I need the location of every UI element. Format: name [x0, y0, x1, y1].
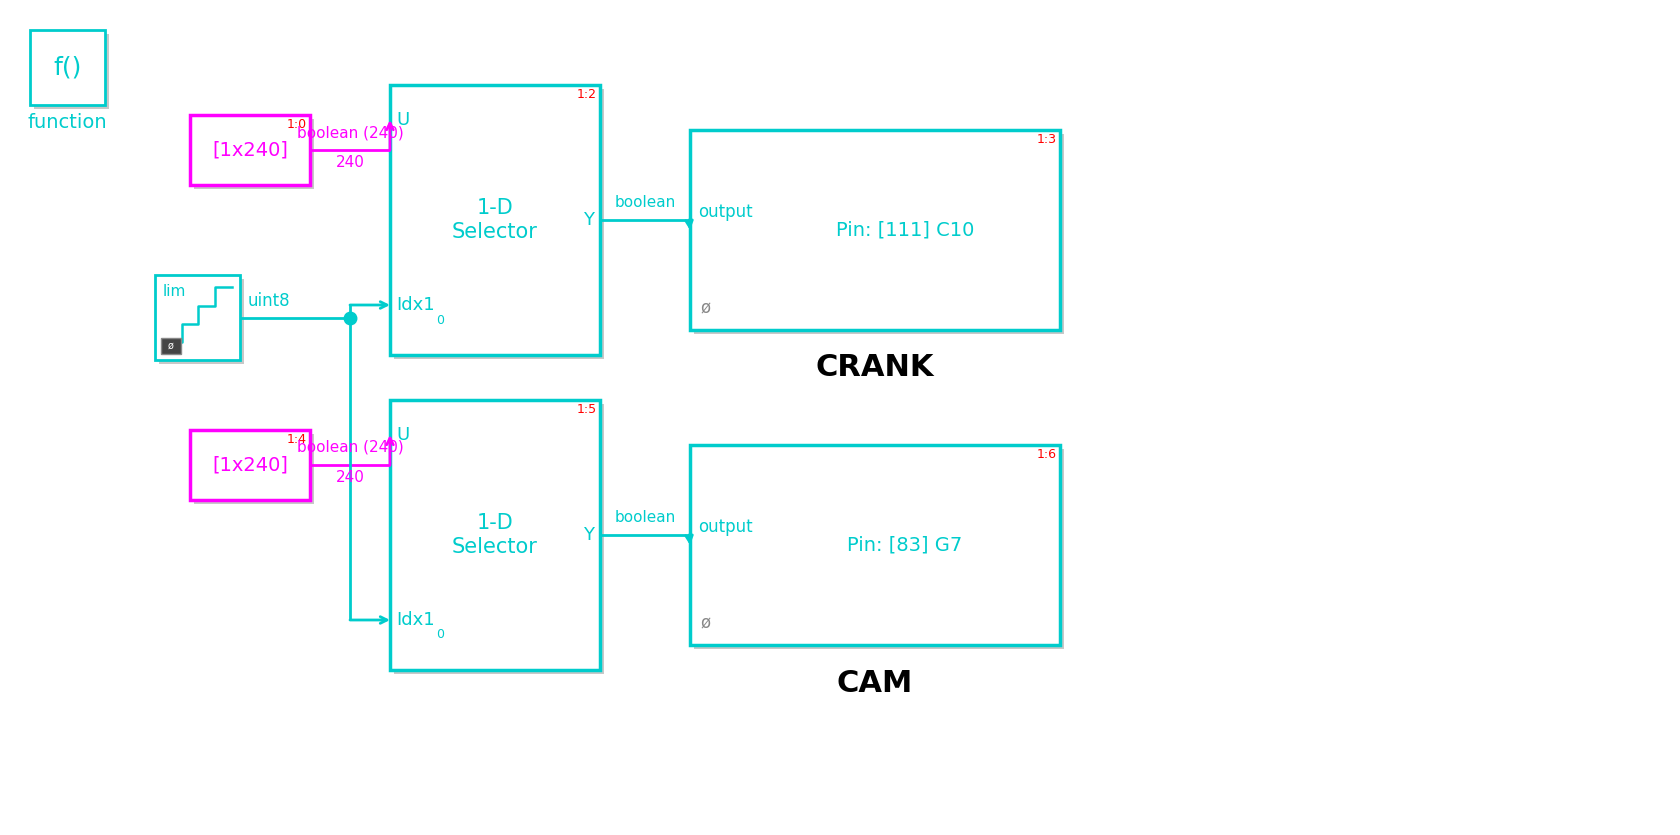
Text: 1:4: 1:4	[287, 433, 307, 446]
Text: ø: ø	[699, 614, 709, 632]
Text: U: U	[396, 111, 408, 129]
Text: boolean: boolean	[613, 510, 675, 525]
FancyBboxPatch shape	[694, 134, 1063, 334]
FancyBboxPatch shape	[193, 119, 314, 189]
Text: Y: Y	[583, 526, 593, 544]
Text: Idx1: Idx1	[396, 611, 435, 629]
FancyBboxPatch shape	[689, 130, 1060, 330]
FancyBboxPatch shape	[161, 338, 181, 354]
Text: boolean (240): boolean (240)	[296, 440, 403, 455]
Text: 1:6: 1:6	[1037, 448, 1057, 461]
Text: output: output	[697, 518, 753, 536]
Text: CRANK: CRANK	[815, 353, 934, 382]
FancyBboxPatch shape	[390, 400, 600, 670]
Text: boolean: boolean	[613, 195, 675, 210]
Text: Selector: Selector	[452, 222, 538, 242]
Text: U: U	[396, 426, 408, 444]
Text: boolean (240): boolean (240)	[296, 125, 403, 140]
FancyBboxPatch shape	[30, 30, 104, 105]
Text: 0: 0	[435, 313, 444, 326]
Text: 240: 240	[336, 470, 365, 485]
Text: 1-D: 1-D	[477, 198, 512, 218]
Text: 1:0: 1:0	[287, 118, 307, 131]
Text: function: function	[27, 114, 108, 133]
Text: lim: lim	[163, 284, 186, 298]
FancyBboxPatch shape	[689, 445, 1060, 645]
Text: 0: 0	[435, 629, 444, 641]
Text: [1x240]: [1x240]	[212, 140, 287, 159]
Text: Selector: Selector	[452, 537, 538, 557]
Text: Y: Y	[583, 211, 593, 229]
Text: Pin: [83] G7: Pin: [83] G7	[847, 535, 963, 554]
Text: ø: ø	[168, 341, 173, 351]
FancyBboxPatch shape	[694, 449, 1063, 649]
FancyBboxPatch shape	[390, 85, 600, 355]
Text: 1:5: 1:5	[576, 403, 596, 416]
Text: uint8: uint8	[249, 291, 291, 310]
Text: ø: ø	[699, 299, 709, 317]
FancyBboxPatch shape	[34, 34, 109, 109]
FancyBboxPatch shape	[155, 275, 240, 360]
Text: 240: 240	[336, 155, 365, 170]
Text: [1x240]: [1x240]	[212, 456, 287, 474]
FancyBboxPatch shape	[190, 430, 309, 500]
Text: 1:2: 1:2	[576, 88, 596, 101]
FancyBboxPatch shape	[393, 404, 603, 674]
FancyBboxPatch shape	[160, 279, 244, 364]
FancyBboxPatch shape	[193, 434, 314, 504]
Text: Idx1: Idx1	[396, 296, 435, 314]
FancyBboxPatch shape	[393, 89, 603, 359]
Text: 1-D: 1-D	[477, 513, 512, 533]
FancyBboxPatch shape	[190, 115, 309, 185]
Text: f(): f()	[54, 55, 82, 79]
Text: CAM: CAM	[837, 669, 912, 697]
Text: 1:3: 1:3	[1037, 133, 1057, 146]
Text: Pin: [111] C10: Pin: [111] C10	[835, 220, 974, 240]
Text: output: output	[697, 203, 753, 221]
